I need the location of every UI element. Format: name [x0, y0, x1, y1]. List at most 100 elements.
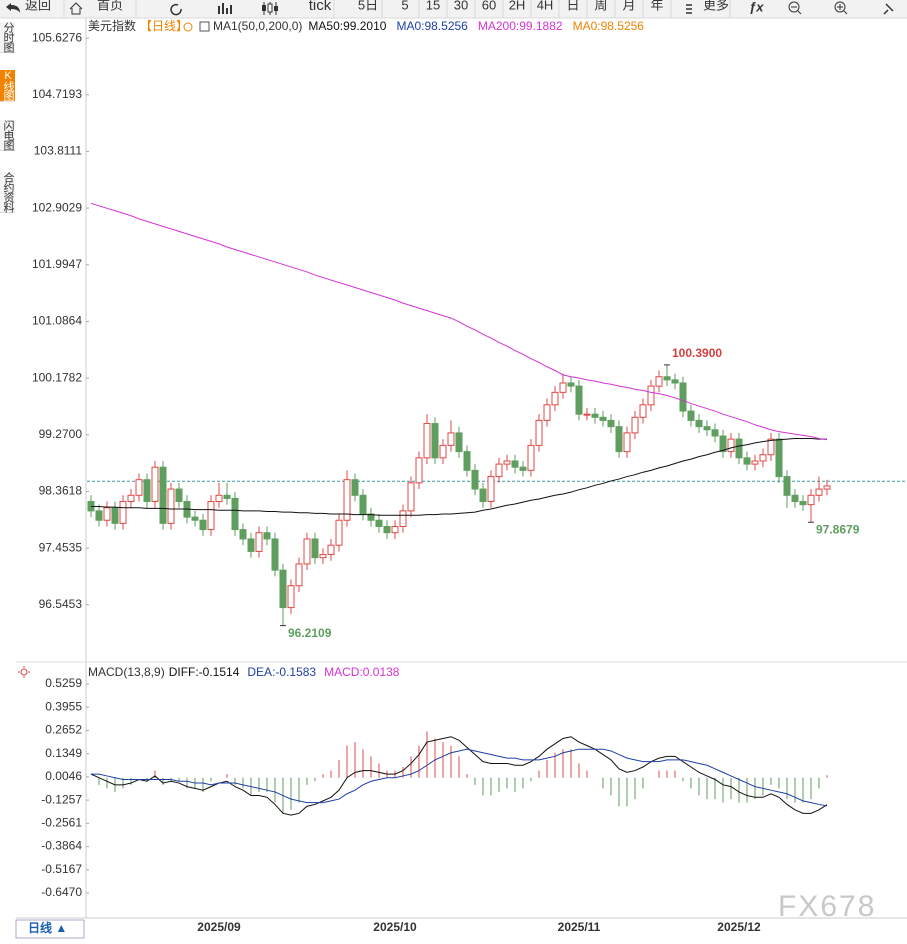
y-tick-label: 0.1349 — [45, 746, 82, 760]
candle-body — [783, 476, 791, 496]
toolbar-button[interactable]: 返回 — [25, 0, 51, 12]
pin-icon[interactable] — [883, 3, 894, 15]
legend-label: 美元指数 — [88, 18, 136, 33]
candle-body — [799, 501, 807, 506]
candle-body — [415, 457, 423, 484]
candle-body — [655, 376, 663, 387]
candle-body — [479, 488, 487, 503]
candle-body — [583, 413, 591, 416]
sidebar-tab[interactable]: 合约资料 — [0, 172, 15, 213]
candle-body — [711, 429, 719, 437]
candle-body — [271, 538, 279, 571]
candle-body — [607, 419, 615, 428]
y-tick-label: -0.6470 — [41, 885, 82, 899]
candle-icon-body — [262, 5, 266, 11]
home-icon[interactable] — [69, 2, 83, 15]
candle-body — [207, 501, 215, 531]
candle-body — [687, 410, 695, 421]
candle-body — [263, 532, 271, 540]
x-tick-label: 2025/11 — [558, 920, 601, 934]
y-tick-label: 103.8111 — [34, 144, 83, 158]
toolbar-button[interactable]: 年 — [650, 0, 663, 12]
y-tick-label: 96.5453 — [39, 597, 83, 611]
toolbar-button[interactable]: 60 — [482, 0, 496, 12]
legend-label: MA200:99.1882 — [478, 19, 563, 33]
toolbar-button[interactable]: 5 — [401, 0, 408, 12]
candle-body — [559, 382, 567, 393]
indicator-line — [90, 736, 828, 816]
y-tick-label: 0.3955 — [45, 699, 82, 713]
toolbar-button[interactable]: 日 — [566, 0, 579, 12]
candle-body — [503, 460, 511, 465]
candle-body — [103, 507, 111, 521]
indicator-line — [90, 202, 828, 441]
indicator-line — [91, 438, 827, 516]
candle-body — [391, 525, 399, 534]
candle-body — [327, 544, 335, 556]
sidebar-tab[interactable]: 闪电图 — [0, 120, 15, 151]
candle-body — [695, 419, 703, 428]
back-icon[interactable] — [6, 3, 20, 13]
chart-icon[interactable] — [218, 3, 232, 14]
candle-body — [551, 391, 559, 406]
candle-body — [303, 538, 311, 565]
candle-body — [231, 497, 239, 531]
candle-body — [151, 466, 159, 503]
candle-body — [527, 444, 535, 471]
y-tick-label: 105.6276 — [32, 30, 82, 44]
toolbar-button[interactable]: tick — [309, 0, 332, 14]
candle-body — [471, 469, 479, 490]
toolbar-button[interactable]: 首页 — [97, 0, 123, 12]
y-tick-label: 101.9947 — [32, 257, 82, 271]
legend-label: MA50:99.2010 — [308, 19, 386, 33]
toolbar-button[interactable]: 更多 — [703, 0, 729, 12]
candle-body — [767, 438, 775, 456]
toolbar-button[interactable]: 月 — [622, 0, 635, 12]
y-tick-label: 104.7193 — [32, 87, 82, 101]
candle-body — [775, 438, 783, 478]
candle-body — [287, 585, 295, 609]
refresh-icon[interactable] — [170, 3, 182, 16]
candle-body — [591, 413, 599, 418]
y-tick-label: -0.5167 — [41, 862, 82, 876]
period-button-label[interactable]: 日线 ▲ — [28, 920, 67, 935]
toolbar-button[interactable]: 30 — [454, 0, 468, 12]
toolbar-button[interactable]: 周 — [594, 0, 607, 12]
legend-label: MACD:0.0138 — [324, 665, 400, 679]
candle-body — [111, 507, 119, 524]
candle-body — [455, 432, 463, 453]
legend-label: MACD(13,8,9) — [88, 665, 165, 679]
candle-body — [439, 444, 447, 459]
settings-icon[interactable] — [20, 668, 28, 676]
toolbar-button[interactable]: 5日 — [358, 0, 378, 12]
legend-label[interactable]: 【日线】 — [140, 19, 188, 33]
sidebar-tab[interactable]: 分时图 — [0, 22, 15, 53]
candle-body — [359, 494, 367, 515]
candle-body — [135, 479, 143, 496]
add-indicator-icon[interactable] — [183, 22, 193, 32]
toolbar-button[interactable]: 2H — [509, 0, 526, 12]
sidebar-tab[interactable]: K线图 — [0, 70, 15, 102]
candle-body — [703, 426, 711, 431]
candle-body — [199, 519, 207, 531]
candle-body — [727, 438, 735, 453]
extreme-label: 100.3900 — [672, 346, 722, 360]
zoom-out-icon[interactable] — [788, 1, 800, 13]
candle-body — [119, 501, 127, 524]
menu-icon[interactable] — [686, 4, 692, 14]
toolbar-button[interactable]: 4H — [537, 0, 554, 12]
candle-body — [447, 432, 455, 446]
period-button[interactable] — [15, 919, 85, 939]
fx-icon[interactable]: ƒx — [749, 0, 764, 14]
candle-body — [239, 529, 247, 540]
candle-body — [495, 463, 503, 478]
watermark: FX678 — [778, 890, 876, 923]
candle-body — [295, 563, 303, 587]
zoom-in-icon[interactable] — [834, 1, 846, 13]
candle-body — [175, 488, 183, 503]
x-tick-label: 2025/12 — [717, 920, 761, 934]
candle-body — [159, 466, 167, 524]
candle-body — [543, 404, 551, 421]
toolbar-button[interactable]: 15 — [426, 0, 440, 12]
candle-body — [215, 494, 223, 503]
